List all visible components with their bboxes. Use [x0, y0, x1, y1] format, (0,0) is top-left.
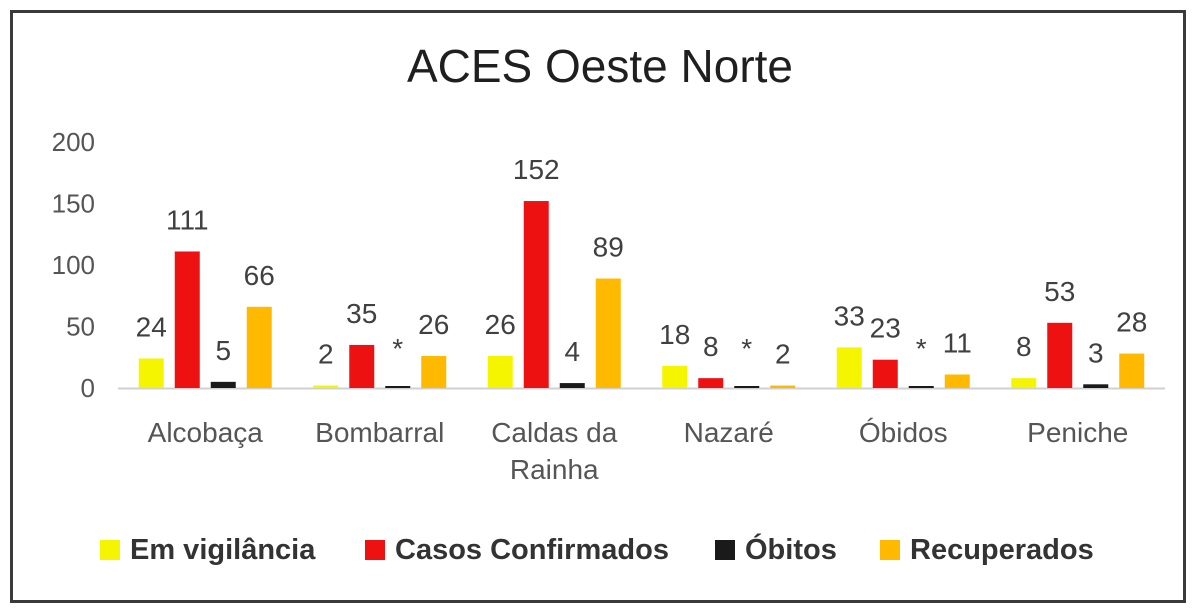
category-label: Rainha [510, 454, 599, 485]
bar [595, 278, 621, 388]
legend-swatch [365, 540, 385, 560]
data-label: 23 [870, 313, 901, 344]
data-label: 111 [166, 204, 209, 235]
data-label: 5 [215, 335, 231, 366]
data-label: 8 [703, 331, 719, 362]
bar [487, 356, 513, 388]
bar [349, 344, 375, 388]
data-label: 33 [834, 300, 865, 331]
data-label: 26 [418, 309, 449, 340]
bar [313, 385, 339, 388]
category-label: Peniche [1027, 417, 1128, 448]
category-label: Óbidos [859, 417, 948, 448]
bar [138, 358, 164, 388]
data-label: * [741, 333, 752, 364]
bar [1119, 353, 1145, 388]
category-label: Bombarral [315, 417, 444, 448]
category-label: Caldas da [491, 417, 618, 448]
bar [1047, 322, 1073, 388]
bar [770, 385, 796, 388]
legend-swatch [715, 540, 735, 560]
legend: Em vigilância Casos Confirmados Óbitos Recu… [100, 532, 1094, 566]
data-label: 2 [775, 339, 791, 370]
bar [1011, 378, 1037, 388]
data-labels: 24 111 5 66 2 35 * 26 26 152 4 89 18 8 * 2 33 23 * 11 8 53 3 28 [136, 154, 1148, 370]
bar [734, 386, 760, 388]
y-tick-label: 100 [52, 250, 95, 280]
bar [872, 359, 898, 388]
data-label: 89 [593, 232, 624, 263]
data-label: 35 [346, 298, 377, 329]
legend-label: Em vigilância [130, 534, 316, 566]
bar [944, 374, 970, 388]
x-axis-categories: Alcobaça Bombarral Caldas da Rainha Nazaré Ób… [148, 417, 1129, 485]
data-label: 152 [513, 154, 560, 185]
data-label: 66 [244, 260, 275, 291]
bar [836, 347, 862, 388]
data-label: 53 [1044, 276, 1075, 307]
data-label: * [916, 333, 927, 364]
legend-label: Recuperados [910, 534, 1094, 566]
bar [662, 365, 688, 388]
bar [559, 383, 585, 388]
bar [698, 378, 724, 388]
data-label: 4 [564, 336, 580, 367]
bar [421, 356, 447, 388]
bar [385, 386, 411, 388]
y-tick-label: 150 [52, 189, 95, 219]
bars [138, 201, 1145, 388]
legend-label: Óbitos [745, 532, 837, 566]
legend-swatch [880, 540, 900, 560]
bar [1083, 384, 1109, 388]
chart-title: ACES Oeste Norte [407, 40, 793, 92]
category-label: Alcobaça [148, 417, 264, 448]
bar [174, 251, 200, 388]
data-label: * [392, 333, 403, 364]
bar [908, 386, 934, 388]
y-tick-label: 50 [66, 312, 95, 342]
data-label: 26 [485, 309, 516, 340]
data-label: 11 [943, 327, 972, 358]
data-label: 3 [1088, 337, 1104, 368]
y-tick-label: 0 [81, 373, 95, 403]
data-label: 8 [1016, 331, 1032, 362]
data-label: 24 [136, 311, 167, 342]
legend-label: Casos Confirmados [395, 534, 669, 566]
data-label: 18 [659, 319, 690, 350]
y-axis: 0 50 100 150 200 [52, 127, 1165, 403]
data-label: 2 [318, 339, 334, 370]
bar [246, 306, 272, 388]
bar [210, 381, 236, 388]
data-label: 28 [1116, 307, 1147, 338]
y-tick-label: 200 [52, 127, 95, 157]
bar [523, 201, 549, 388]
legend-swatch [100, 540, 120, 560]
category-label: Nazaré [684, 417, 774, 448]
